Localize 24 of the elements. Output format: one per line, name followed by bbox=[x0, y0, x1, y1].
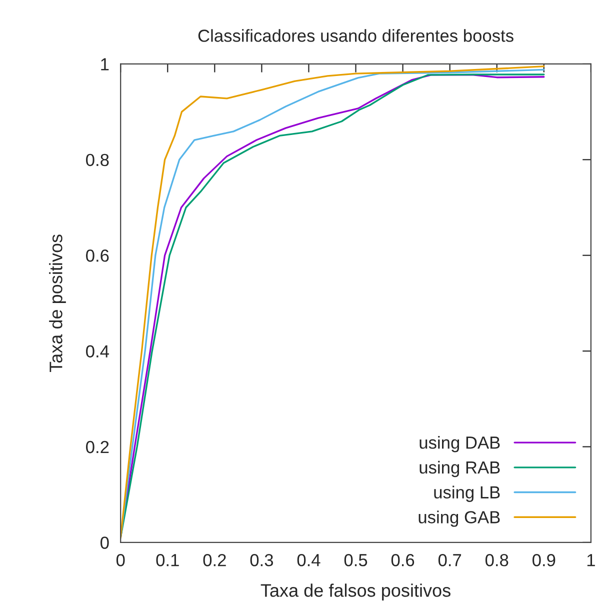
legend-label: using RAB bbox=[420, 460, 500, 478]
legend-label: using DAB bbox=[420, 436, 500, 452]
y-tick-label: 0.8 bbox=[86, 154, 109, 166]
x-tick-label: 0.5 bbox=[344, 554, 368, 566]
chart-title: Classificadores usando diferentes boosts bbox=[198, 29, 514, 42]
y-axis-title: Taxa de positivos bbox=[49, 234, 66, 372]
legend-label: using LB bbox=[434, 486, 500, 502]
x-tick-label: 0.7 bbox=[438, 554, 462, 566]
x-axis-title: Taxa de falsos positivos bbox=[260, 584, 450, 600]
y-tick-label: 1 bbox=[101, 58, 109, 70]
x-tick-label: 0.4 bbox=[297, 554, 320, 566]
legend-label: using GAB bbox=[418, 510, 500, 527]
x-tick-label: 0.8 bbox=[485, 554, 508, 566]
y-tick-label: 0 bbox=[100, 536, 109, 549]
x-tick-label: 0.3 bbox=[250, 554, 274, 566]
x-tick-label: 0.9 bbox=[532, 554, 556, 566]
y-tick-label: 0.6 bbox=[86, 250, 109, 262]
y-tick-label: 0.2 bbox=[86, 440, 109, 454]
x-tick-label: 0.6 bbox=[391, 554, 414, 566]
y-tick-label: 0.4 bbox=[86, 345, 109, 358]
x-tick-label: 0.1 bbox=[156, 554, 179, 566]
x-tick-label: 0 bbox=[116, 554, 125, 566]
x-tick-label: 1 bbox=[587, 554, 595, 566]
x-tick-label: 0.2 bbox=[203, 554, 226, 566]
